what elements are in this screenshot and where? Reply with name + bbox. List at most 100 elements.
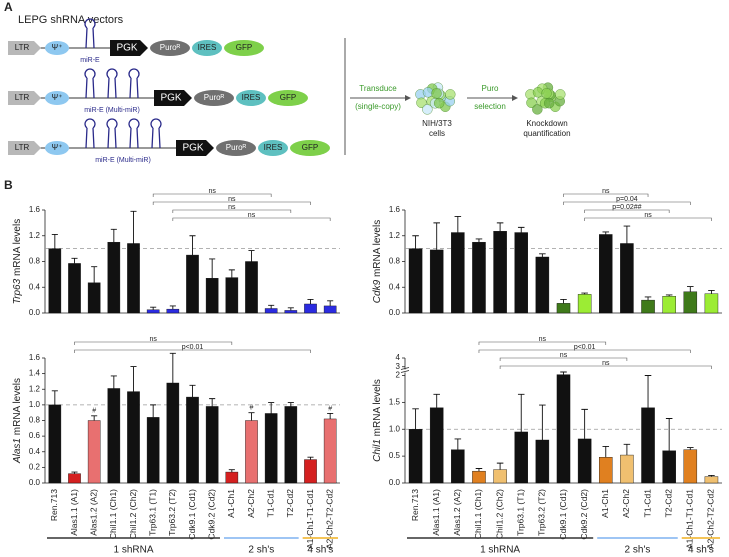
vector-part xyxy=(192,40,222,56)
error-bar xyxy=(665,294,673,297)
cell xyxy=(416,97,427,108)
y-axis-label: Alas1 mRNA levels xyxy=(12,378,23,464)
error-bar xyxy=(581,292,588,295)
error-bar xyxy=(687,286,694,292)
x-tick-label: Chil1.2 (Ch2) xyxy=(128,489,138,539)
vector-part xyxy=(194,90,234,106)
cells-text: cells xyxy=(429,129,445,138)
psi xyxy=(45,41,69,55)
bar xyxy=(577,294,592,314)
error-bar xyxy=(287,402,294,407)
y-tick-label: 0.0 xyxy=(29,478,41,487)
x-tick-label: A2-Ch2 xyxy=(621,489,631,518)
hairpin xyxy=(128,118,140,149)
error-bar xyxy=(287,307,294,311)
bar xyxy=(87,420,101,484)
bar xyxy=(205,406,219,484)
cell xyxy=(422,104,433,115)
x-tick-label: Alas1.2 (A2) xyxy=(88,489,98,536)
error-bar xyxy=(327,300,334,306)
vector-part xyxy=(150,40,190,56)
y-axis-label: Chil1 mRNA levels xyxy=(372,379,383,462)
bar xyxy=(704,293,719,314)
error-bar xyxy=(454,438,462,450)
error-bar xyxy=(623,225,631,244)
psi xyxy=(45,91,69,105)
error-bar xyxy=(71,257,78,264)
hairpin xyxy=(106,68,118,99)
error-bar xyxy=(644,375,652,408)
error-bar xyxy=(110,228,117,243)
bracket xyxy=(478,349,691,353)
y-tick-label: 2 xyxy=(396,371,401,380)
bar xyxy=(493,231,507,314)
x-tick-label: Trp63.1 (T1) xyxy=(147,489,157,536)
error-bar xyxy=(51,390,58,405)
y-tick-label: 0.8 xyxy=(29,416,41,425)
x-tick-label: A1-Ch1 xyxy=(226,489,236,518)
bar xyxy=(225,471,239,484)
part-label: GFP xyxy=(236,43,252,52)
vector-part xyxy=(258,140,288,156)
bar xyxy=(146,417,160,484)
bar xyxy=(245,261,258,314)
error-bar xyxy=(496,222,504,232)
bar xyxy=(186,254,199,314)
y-tick-label: 1.5 xyxy=(389,397,401,406)
bar xyxy=(599,234,613,314)
bar xyxy=(68,263,81,314)
part-label: PGK xyxy=(160,93,181,104)
bar xyxy=(514,431,528,484)
x-tick-label: T1-Cd1 xyxy=(642,489,652,518)
step-text: selection xyxy=(474,102,506,111)
step-text: Puro xyxy=(482,84,499,93)
y-tick-label: 0.2 xyxy=(29,462,41,471)
error-bar xyxy=(228,469,235,473)
annotation: ns xyxy=(208,188,216,195)
bar xyxy=(683,291,698,314)
mir-label: miR-E (Multi-miR) xyxy=(84,107,140,114)
x-tick-label: Chil1.1 (Ch1) xyxy=(108,489,118,539)
error-bar xyxy=(248,412,255,421)
hairpin xyxy=(128,68,140,99)
pgk xyxy=(176,140,214,156)
group-label: 1 shRNA xyxy=(480,545,520,556)
y-tick-label: 0.8 xyxy=(29,257,41,266)
error-bar xyxy=(539,253,546,257)
step-text: (single-copy) xyxy=(355,102,401,111)
cell xyxy=(532,104,543,115)
annotation: p<0.01 xyxy=(574,344,596,351)
error-bar xyxy=(91,415,98,421)
y-label-gene: Chil1 xyxy=(372,439,383,462)
y-tick-label: 1.4 xyxy=(29,369,41,378)
bar xyxy=(408,429,423,484)
bar-mark: # xyxy=(92,408,96,415)
bar xyxy=(186,396,199,484)
y-tick-label: 1.0 xyxy=(29,400,41,409)
annotation: ns xyxy=(539,336,547,343)
bracket xyxy=(563,201,691,205)
x-tick-label: Cdk9.1 (Cd1) xyxy=(558,489,568,540)
cell xyxy=(445,89,456,100)
error-bar xyxy=(560,371,567,375)
bracket xyxy=(172,209,292,213)
error-bar xyxy=(51,234,58,249)
bar xyxy=(429,407,444,484)
x-tick-label: Cdk9.2 (Cd2) xyxy=(579,489,589,540)
error-bar xyxy=(433,222,440,250)
bar xyxy=(68,473,81,484)
annotation: p=0.02## xyxy=(612,204,641,211)
hairpin xyxy=(84,18,96,49)
bar xyxy=(127,391,140,484)
error-bar xyxy=(209,258,216,279)
bracket xyxy=(74,349,311,353)
bracket xyxy=(152,193,272,197)
annotation: ns xyxy=(248,212,256,219)
bar xyxy=(87,282,101,314)
error-bar xyxy=(189,235,196,256)
y-label-gene: Trp63 xyxy=(12,278,23,304)
bar xyxy=(599,457,613,484)
axis-break-mark xyxy=(400,370,410,373)
error-bar xyxy=(708,290,715,294)
part-label: Puroᴿ xyxy=(160,43,181,52)
